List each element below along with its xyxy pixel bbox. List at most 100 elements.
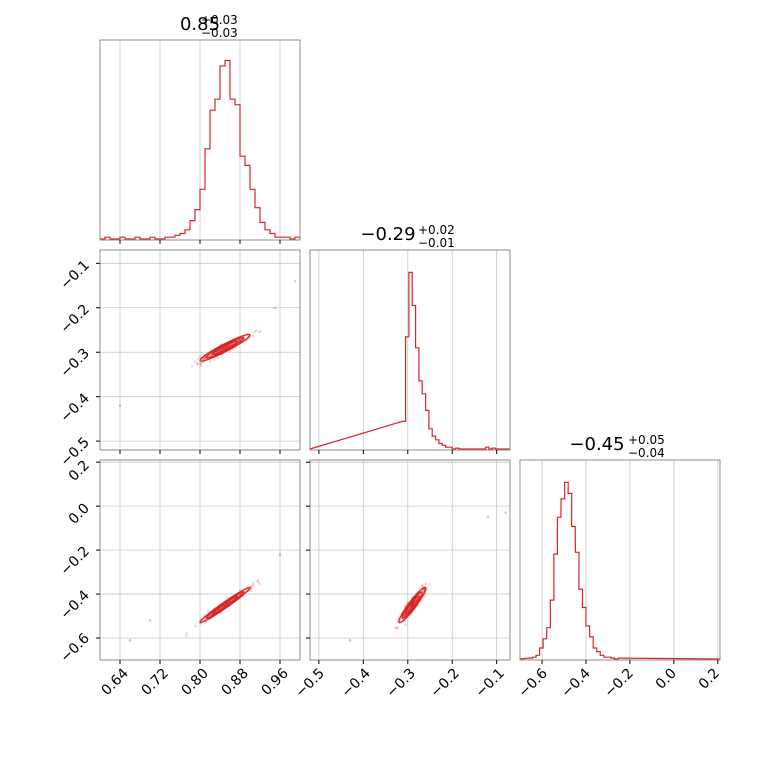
scatter-point xyxy=(413,600,417,603)
scatter-point xyxy=(395,625,399,629)
tick-label-p2-x: −0.6 xyxy=(515,665,550,700)
scatter-outlier xyxy=(278,553,282,556)
scatter-point xyxy=(409,605,413,609)
scatter-point xyxy=(410,604,414,607)
tick-label-p1-y: −0.4 xyxy=(57,390,92,425)
scatter-point xyxy=(216,356,219,360)
contour-line xyxy=(199,333,251,362)
scatter-point xyxy=(195,362,199,366)
title-param-3-lower: −0.04 xyxy=(628,446,665,460)
scatter-point xyxy=(221,347,225,350)
tick-label-p2-y: 0.0 xyxy=(66,501,93,528)
histogram-param-1 xyxy=(100,59,301,240)
tick-label-p0-x: 0.88 xyxy=(218,666,251,699)
scatter-point xyxy=(198,355,202,358)
contour-line xyxy=(401,591,423,619)
scatter-point xyxy=(404,603,407,607)
tick-label-p0-x: 0.96 xyxy=(258,665,291,698)
scatter-point xyxy=(393,626,397,630)
data-layer xyxy=(100,59,721,660)
scatter-point xyxy=(251,334,255,338)
scatter-outlier xyxy=(148,619,152,622)
scatter-point xyxy=(223,346,227,350)
scatter-point xyxy=(202,357,206,360)
tick-layer xyxy=(96,240,719,664)
scatter-outlier xyxy=(273,306,277,310)
scatter-point xyxy=(249,589,253,593)
scatter-point xyxy=(209,353,213,357)
histogram-param-2 xyxy=(309,271,510,450)
scatter-point xyxy=(237,339,241,342)
frame-layer xyxy=(99,39,721,661)
scatter-point xyxy=(194,624,198,628)
title-param-3-value: −0.45 xyxy=(569,434,624,455)
scatter-point xyxy=(410,604,413,608)
tick-label-p1-x: −0.2 xyxy=(427,666,462,701)
tick-label-p0-x: 0.80 xyxy=(178,666,211,699)
scatter-point xyxy=(256,580,260,584)
tick-label-p2-y: −0.4 xyxy=(57,587,92,622)
scatter-point xyxy=(420,599,423,603)
scatter-point xyxy=(250,585,254,589)
scatter-point xyxy=(190,365,194,368)
scatter-point xyxy=(199,361,203,365)
scatter-point xyxy=(255,329,258,333)
scatter-point xyxy=(227,344,231,348)
scatter-point xyxy=(185,631,188,635)
scatter-point xyxy=(206,609,210,613)
scatter-point xyxy=(256,579,260,583)
scatter-point xyxy=(219,611,223,615)
title-param-3-upper: +0.05 xyxy=(628,433,665,447)
scatter-point xyxy=(213,358,216,361)
scatter-point xyxy=(420,583,424,587)
tick-label-p2-x: 0.2 xyxy=(696,666,723,693)
scatter-point xyxy=(259,329,262,333)
scatter-point xyxy=(208,359,212,363)
title-param-1-value: 0.85 xyxy=(180,14,220,35)
scatter-point xyxy=(199,362,203,366)
title-param-2-lower: −0.01 xyxy=(418,236,455,250)
scatter-point xyxy=(222,346,226,350)
contour-line xyxy=(404,595,420,615)
scatter-point xyxy=(421,584,424,588)
scatter-point xyxy=(258,582,261,586)
tick-label-p1-y: −0.3 xyxy=(57,346,92,381)
scatter-point xyxy=(251,583,255,587)
title-param-2-upper: +0.02 xyxy=(418,223,455,237)
scatter-point xyxy=(221,347,225,351)
contour-line xyxy=(211,595,239,615)
scatter-point xyxy=(225,345,229,349)
title-param-1: 0.85 xyxy=(180,14,220,35)
title-param-2: −0.29 xyxy=(360,224,415,245)
scatter-point xyxy=(253,330,256,334)
tick-label-p1-x: −0.3 xyxy=(383,666,418,701)
panel-frame xyxy=(309,249,511,451)
tick-label-p0-x: 0.64 xyxy=(98,665,131,698)
panel-frame xyxy=(519,459,721,661)
tick-label-p2-x: −0.4 xyxy=(558,665,593,700)
title-param-1-upper: +0.03 xyxy=(201,13,238,27)
scatter-point xyxy=(196,357,200,361)
scatter-point xyxy=(225,345,229,349)
scatter-point xyxy=(404,623,407,627)
scatter-point xyxy=(196,362,200,365)
tick-label-p2-x: −0.2 xyxy=(601,666,636,701)
contour-line xyxy=(205,591,245,619)
contour-line xyxy=(205,337,245,359)
tick-label-p1-y: −0.2 xyxy=(57,302,92,337)
scatter-point xyxy=(193,360,197,364)
scatter-outlier xyxy=(128,638,132,642)
scatter-point xyxy=(227,344,231,348)
title-param-3: −0.45 xyxy=(569,434,624,455)
histogram-param-3 xyxy=(519,481,721,660)
tick-label-p2-y: −0.2 xyxy=(57,544,92,579)
panel-frame xyxy=(309,459,511,661)
title-param-1-lower: −0.03 xyxy=(201,26,238,40)
tick-label-p1-x: −0.1 xyxy=(472,666,507,701)
contour-line xyxy=(211,340,239,356)
scatter-outlier xyxy=(486,515,490,519)
scatter-point xyxy=(428,582,431,586)
scatter-point xyxy=(199,364,203,368)
